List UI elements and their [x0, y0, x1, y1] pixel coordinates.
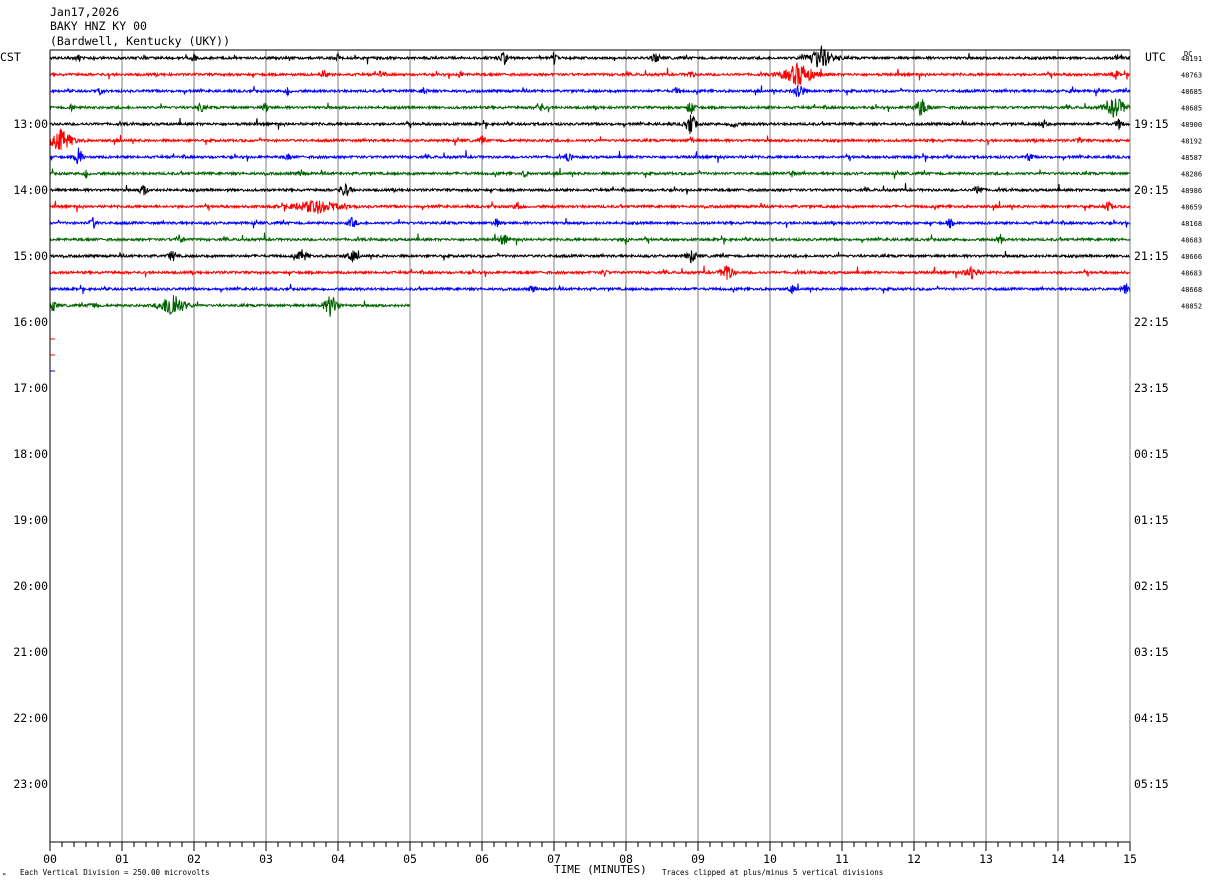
x-tick-label: 04	[331, 852, 345, 866]
cst-label: CST	[0, 50, 21, 64]
x-tick-label: 00	[43, 852, 57, 866]
utc-label: UTC	[1145, 50, 1166, 64]
x-tick-label: 06	[475, 852, 489, 866]
dc-offset-label: 48685	[1181, 88, 1202, 96]
minute-gridlines	[49, 50, 1131, 842]
seismic-trace	[49, 249, 1131, 264]
axes	[49, 49, 1131, 851]
right-time-label: 02:15	[1134, 579, 1169, 593]
seismic-trace	[49, 61, 1131, 87]
dc-offset-label: 48852	[1181, 303, 1202, 311]
x-tick-label: 14	[1051, 852, 1065, 866]
left-time-label: 17:00	[13, 381, 48, 395]
left-time-label: 18:00	[13, 447, 48, 461]
station-label: BAKY HNZ KY 00	[50, 19, 147, 33]
left-time-label: 23:00	[13, 777, 48, 791]
dc-offset-label: 48286	[1181, 171, 1202, 179]
dc-offset-label: 48587	[1181, 154, 1202, 162]
dc-offset-label: 48659	[1181, 204, 1202, 212]
left-time-label: 15:00	[13, 249, 48, 263]
seismic-trace	[49, 45, 1131, 68]
seismic-trace	[49, 283, 1131, 295]
right-time-label: 23:15	[1134, 381, 1169, 395]
x-tick-label: 07	[547, 852, 561, 866]
x-tick-label: 09	[691, 852, 705, 866]
dc-offset-label: 48763	[1181, 72, 1202, 80]
left-time-label: 20:00	[13, 579, 48, 593]
seismic-trace	[49, 167, 1131, 180]
seismic-trace	[49, 128, 1131, 150]
left-time-label: 14:00	[13, 183, 48, 197]
location-label: (Bardwell, Kentucky (UKY))	[50, 34, 231, 48]
x-tick-label: 03	[259, 852, 273, 866]
x-axis-title: TIME (MINUTES)	[554, 863, 647, 876]
right-time-label: 22:15	[1134, 315, 1169, 329]
x-tick-label: 12	[907, 852, 921, 866]
footer-scale-label: Each Vertical Division = 250.00 microvol…	[20, 868, 210, 877]
dc-offset-label: 48668	[1181, 286, 1202, 294]
dc-offset-label: 48168	[1181, 220, 1202, 228]
right-time-label: 00:15	[1134, 447, 1169, 461]
x-tick-label: 02	[187, 852, 201, 866]
seismic-trace	[49, 232, 1131, 246]
dc-offset-label: 48900	[1181, 121, 1202, 129]
x-tick-label: 15	[1123, 852, 1137, 866]
date-label: Jan17,2026	[50, 5, 120, 19]
dc-offset-label: 48685	[1181, 105, 1202, 113]
dc-offset-label: 48683	[1181, 237, 1202, 245]
axis-labels: 00 01 02 03 04 05 06 07 08 09 10 11 12 13 14 15 CST UTC DC…	[0, 50, 1202, 880]
x-tick-label: 13	[979, 852, 993, 866]
seismic-trace	[49, 147, 1131, 164]
x-tick-label: 10	[763, 852, 777, 866]
seismic-trace	[49, 200, 1131, 214]
right-time-label: 01:15	[1134, 513, 1169, 527]
seismic-trace	[49, 265, 1131, 280]
right-time-label: 03:15	[1134, 645, 1169, 659]
seismic-trace	[49, 182, 1131, 197]
dc-offset-label: 48683	[1181, 270, 1202, 278]
dc-label: DC	[1184, 50, 1192, 58]
footer-clip-label: Traces clipped at plus/minus 5 vertical …	[662, 868, 883, 877]
right-time-label: 19:15	[1134, 117, 1169, 131]
seismic-trace	[49, 98, 1131, 118]
dc-offset-label: 48191	[1181, 55, 1202, 63]
x-tick-label: 01	[115, 852, 129, 866]
x-tick-label: 05	[403, 852, 417, 866]
x-tick-label: 08	[619, 852, 633, 866]
dc-offset-label: 48986	[1181, 187, 1202, 195]
left-time-label: 21:00	[13, 645, 48, 659]
left-time-label: 13:00	[13, 117, 48, 131]
left-time-label: 16:00	[13, 315, 48, 329]
dc-offset-label: 48192	[1181, 138, 1202, 146]
dc-offset-label: 48666	[1181, 253, 1202, 261]
x-tick-label: 11	[835, 852, 849, 866]
right-time-label: 21:15	[1134, 249, 1169, 263]
right-time-label: 04:15	[1134, 711, 1169, 725]
seismic-trace	[49, 114, 1131, 135]
seismic-traces	[49, 45, 1131, 372]
left-time-label: 19:00	[13, 513, 48, 527]
right-time-label: 05:15	[1134, 777, 1169, 791]
right-time-label: 20:15	[1134, 183, 1169, 197]
seismic-trace	[49, 85, 1131, 97]
seismic-trace	[49, 295, 411, 317]
left-time-label: 22:00	[13, 711, 48, 725]
corner-mark: ᴹ	[2, 872, 6, 880]
seismic-trace	[49, 216, 1131, 230]
